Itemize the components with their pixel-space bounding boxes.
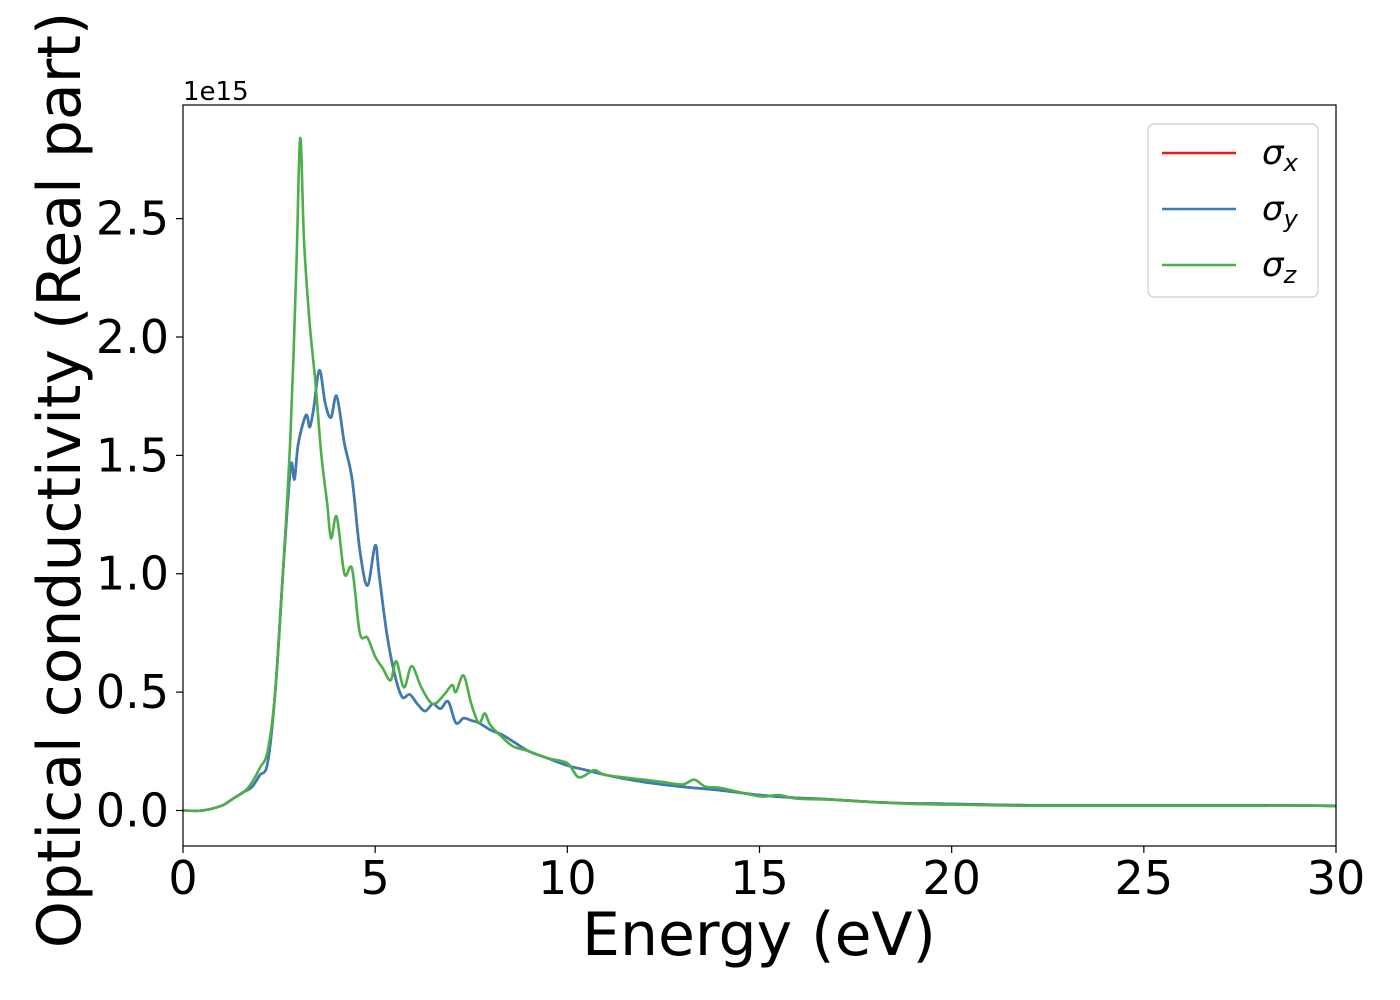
x-axis-ticks: 0 5 10 15 20 25 30 bbox=[168, 846, 1365, 905]
y-tick-label: 1.5 bbox=[96, 428, 169, 482]
x-tick-label: 25 bbox=[1115, 851, 1174, 905]
y-tick-label: 0.0 bbox=[96, 783, 169, 837]
y-offset-label: 1e15 bbox=[183, 77, 249, 107]
y-tick-label: 2.5 bbox=[96, 192, 169, 246]
legend-label-subscript: x bbox=[1283, 149, 1299, 177]
x-tick-label: 10 bbox=[538, 851, 597, 905]
y-tick-label: 2.0 bbox=[96, 310, 169, 364]
series-group bbox=[183, 136, 1336, 813]
series-line-z bbox=[183, 136, 1336, 813]
plot-background bbox=[183, 105, 1336, 846]
x-tick-label: 15 bbox=[730, 851, 789, 905]
legend-label-symbol: σ bbox=[1262, 133, 1285, 173]
y-axis-ticks: 0.0 0.5 1.0 1.5 2.0 2.5 bbox=[96, 192, 183, 837]
y-tick-label: 1.0 bbox=[96, 547, 169, 601]
legend-box bbox=[1147, 123, 1319, 298]
x-tick-label: 30 bbox=[1307, 851, 1366, 905]
x-tick-label: 20 bbox=[922, 851, 981, 905]
x-tick-label: 0 bbox=[168, 851, 197, 905]
legend-label-symbol: σ bbox=[1262, 245, 1285, 285]
legend-label-subscript: z bbox=[1283, 261, 1298, 289]
legend-label-symbol: σ bbox=[1262, 189, 1285, 229]
legend-label-y: σy bbox=[1262, 189, 1299, 233]
x-axis-label: Energy (eV) bbox=[582, 900, 936, 970]
legend-label-x: σx bbox=[1262, 133, 1299, 177]
y-axis-label: Optical conductivity (Real part) bbox=[25, 12, 95, 949]
y-tick-label: 0.5 bbox=[96, 665, 169, 719]
legend-label-z: σz bbox=[1262, 245, 1298, 289]
x-tick-label: 5 bbox=[361, 851, 390, 905]
legend-label-subscript: y bbox=[1283, 205, 1299, 233]
